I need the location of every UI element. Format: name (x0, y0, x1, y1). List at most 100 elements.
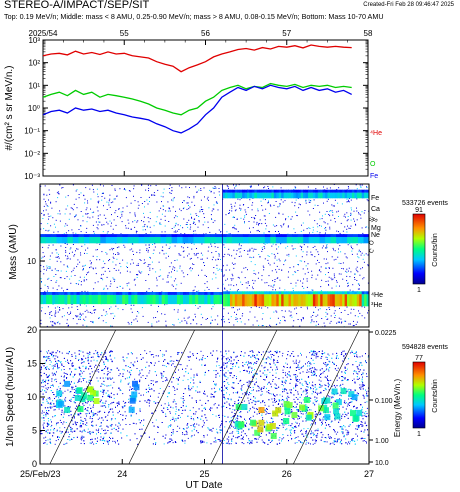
mass-count-point (195, 305, 196, 306)
mass-species-band-segment (354, 192, 358, 199)
speed-count-point (219, 432, 221, 434)
mass-species-band-segment (189, 294, 193, 305)
mass-count-point (275, 269, 277, 271)
mass-count-point (257, 208, 259, 210)
mass-count-point (206, 198, 208, 200)
mass-count-point (125, 225, 127, 227)
mass-count-point (199, 209, 201, 211)
speed-count-point (226, 365, 228, 367)
mass-species-band-segment (143, 294, 147, 305)
mass-count-point (50, 215, 52, 217)
mass-count-point (131, 243, 133, 245)
mass-count-point (111, 222, 112, 224)
mass-count-point (229, 269, 231, 271)
mass-count-point (57, 311, 59, 313)
mass-count-point (212, 221, 214, 223)
speed-count-point (175, 408, 177, 410)
mass-count-point (110, 225, 112, 227)
mass-count-point (196, 254, 197, 256)
mass-count-point (314, 204, 316, 206)
speed-count-point (213, 370, 215, 372)
mass-count-point (362, 232, 364, 234)
mass-count-point (243, 250, 245, 251)
chart-subtitle: Top: 0.19 MeV/n; Middle: mass < 8 AMU, 0… (4, 12, 384, 21)
mass-species-band-edge (56, 234, 63, 237)
mass-count-point (43, 228, 45, 230)
mass-count-point (171, 199, 173, 201)
species-si: Si (369, 216, 377, 224)
mass-count-point (101, 224, 103, 226)
mass-count-point (317, 259, 318, 261)
mass-count-point (158, 261, 160, 263)
speed-count-point (47, 402, 49, 404)
speed-count-point (249, 443, 251, 445)
mass-count-point (107, 231, 109, 233)
mass-count-point (136, 320, 138, 322)
mass-count-point (95, 267, 97, 269)
mass-count-point (225, 214, 227, 216)
mass-species-band-edge (251, 189, 255, 193)
mass-count-point (65, 247, 67, 248)
mass-species-band-edge (356, 189, 360, 193)
mass-y-tick-10: 10 (27, 257, 36, 266)
mass-species-band-segment (232, 294, 236, 307)
mass-count-point (279, 203, 281, 205)
mass-count-point (180, 254, 182, 256)
speed-count-point (163, 390, 165, 392)
mass-count-point (179, 267, 181, 269)
mass-count-point (43, 205, 45, 207)
speed-count-point (328, 354, 330, 356)
mass-species-band-segment (116, 236, 123, 244)
mass-count-point (173, 280, 175, 282)
mass-count-point (82, 215, 84, 217)
mass-count-point (238, 184, 240, 186)
mass-species-band-segment (232, 192, 236, 199)
speed-count-point (79, 374, 81, 376)
mass-count-point (329, 210, 331, 212)
mass-count-point (321, 218, 323, 220)
mass-count-point (301, 260, 303, 262)
speed-count-point (177, 425, 179, 427)
mass-count-point (269, 324, 271, 326)
speed-count-point (232, 416, 234, 418)
speed-count-point (342, 377, 344, 379)
mass-count-point (83, 280, 85, 282)
speed-count-point (124, 402, 126, 404)
speed-count-point (316, 413, 318, 415)
mass-count-point (315, 324, 317, 326)
mass-count-point (172, 266, 174, 268)
mass-species-band-segment (330, 294, 333, 307)
mass-species-band-edge (315, 189, 319, 193)
mass-count-point (86, 207, 88, 209)
mass-species-band-segment (58, 294, 62, 305)
mass-count-point (161, 313, 163, 315)
mass-count-point (67, 195, 69, 197)
mass-species-band-edge (122, 234, 129, 237)
mass-species-band-edge (45, 234, 52, 237)
mass-count-point (340, 251, 342, 253)
mass-species-band-edge (237, 189, 241, 193)
mass-count-point (307, 246, 309, 248)
mass-species-band-segment (198, 294, 202, 305)
mass-count-point (134, 278, 136, 280)
mass-count-point (363, 212, 365, 214)
mass-count-point (190, 270, 192, 272)
speed-count-point (64, 375, 65, 377)
mass-count-point (312, 229, 314, 231)
mass-count-point (66, 322, 68, 324)
mass-count-point (345, 270, 347, 272)
mass-count-point (167, 274, 169, 276)
mass-count-point (189, 258, 191, 260)
mass-count-point (337, 242, 339, 244)
mass-count-point (228, 213, 229, 214)
mass-count-point (360, 217, 362, 219)
mass-species-band-edge (138, 234, 145, 237)
mass-count-point (224, 223, 226, 225)
mass-count-point (366, 186, 367, 188)
mass-species-band-segment (234, 192, 238, 199)
mass-count-point (281, 310, 283, 312)
mass-species-band-edge (315, 291, 319, 295)
mass-count-point (87, 311, 89, 313)
mass-species-band-segment (359, 192, 363, 199)
mass-species-band-segment (356, 294, 360, 307)
